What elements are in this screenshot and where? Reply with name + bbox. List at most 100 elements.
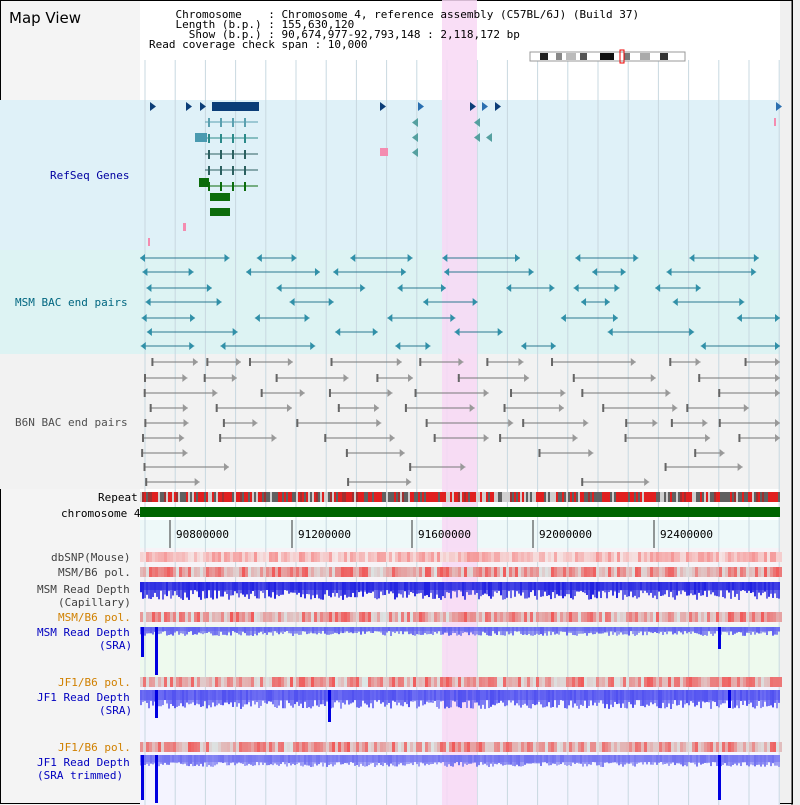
- track-label-refseq-genes[interactable]: RefSeq Genes: [50, 169, 130, 182]
- heat-cell: [488, 552, 491, 562]
- track-label-msm-bac[interactable]: MSM BAC end pairs: [15, 296, 128, 309]
- heat-cell: [299, 567, 302, 577]
- depth-bar: [694, 582, 696, 595]
- heat-cell: [500, 612, 503, 622]
- bac-end-arrow: [407, 254, 413, 262]
- heat-cell: [440, 612, 443, 622]
- bac-end-arrow: [705, 434, 711, 442]
- heat-cell: [536, 612, 539, 622]
- heat-cell: [725, 677, 728, 687]
- track-label-msm-b6-pol-2[interactable]: MSM/B6 pol.: [58, 611, 131, 624]
- heat-cell: [164, 742, 167, 752]
- heat-cell: [680, 742, 683, 752]
- heat-cell: [587, 552, 590, 562]
- repeat-block: [636, 492, 638, 502]
- depth-bar: [550, 690, 552, 708]
- heat-cell: [539, 677, 542, 687]
- track-label-msm-depth-sra[interactable]: MSM Read Depth: [37, 626, 130, 639]
- heat-cell: [776, 742, 779, 752]
- heat-cell: [257, 552, 260, 562]
- bac-end-arrow: [304, 314, 310, 322]
- depth-bar: [606, 582, 608, 599]
- heat-cell: [653, 612, 656, 622]
- heat-cell: [701, 677, 704, 687]
- track-label-jf1-depth-trimmed[interactable]: JF1 Read Depth: [37, 756, 130, 769]
- heat-cell: [692, 567, 695, 577]
- heat-cell: [428, 612, 431, 622]
- depth-bar: [462, 582, 464, 597]
- track-label-repeat[interactable]: Repeat: [98, 491, 138, 504]
- depth-bar: [176, 582, 178, 596]
- track-label-jf1-b6-pol[interactable]: JF1/B6 pol.: [58, 676, 131, 689]
- depth-bar: [508, 690, 510, 701]
- bac-end-tick: [409, 463, 412, 471]
- depth-bar: [642, 627, 644, 636]
- depth-bar: [712, 755, 714, 763]
- track-label-chromosome[interactable]: chromosome 4: [61, 507, 141, 520]
- heat-cell: [572, 677, 575, 687]
- depth-bar: [584, 690, 586, 701]
- depth-bar: [404, 582, 406, 592]
- depth-bar: [544, 627, 546, 634]
- heat-cell: [536, 742, 539, 752]
- depth-bar: [396, 690, 398, 706]
- heat-cell: [389, 567, 392, 577]
- depth-bar: [336, 755, 338, 763]
- depth-bar: [440, 582, 442, 600]
- heat-cell: [683, 552, 686, 562]
- heat-cell: [161, 742, 164, 752]
- repeat-block: [728, 492, 730, 502]
- depth-bar: [254, 582, 256, 597]
- depth-bar: [692, 690, 694, 703]
- depth-bar: [714, 582, 716, 596]
- depth-bar: [766, 627, 768, 636]
- depth-bar: [342, 582, 344, 600]
- heat-cell: [719, 742, 722, 752]
- track-label-msm-b6-pol[interactable]: MSM/B6 pol.: [58, 566, 131, 579]
- heat-cell: [473, 612, 476, 622]
- heat-cell: [494, 742, 497, 752]
- depth-bar: [354, 755, 356, 766]
- repeat-block: [714, 492, 716, 502]
- heat-cell: [503, 612, 506, 622]
- bac-end-arrow: [224, 254, 230, 262]
- depth-bar: [282, 582, 284, 595]
- heat-cell: [515, 552, 518, 562]
- depth-bar: [664, 690, 666, 709]
- bac-end-tick: [206, 358, 209, 366]
- depth-bar: [586, 582, 588, 596]
- repeat-block: [180, 492, 182, 502]
- heat-cell: [341, 567, 344, 577]
- depth-bar: [152, 582, 154, 598]
- depth-bar: [352, 755, 354, 763]
- depth-bar: [464, 627, 466, 633]
- track-label-b6n-bac[interactable]: B6N BAC end pairs: [15, 416, 128, 429]
- track-label-jf1-depth-sra[interactable]: JF1 Read Depth: [37, 691, 130, 704]
- depth-bar: [670, 690, 672, 709]
- track-label-msm-depth-capillary[interactable]: MSM Read Depth: [37, 583, 130, 596]
- depth-bar: [530, 755, 532, 764]
- depth-bar: [296, 582, 298, 595]
- heat-cell: [512, 742, 515, 752]
- depth-bar: [218, 755, 220, 763]
- bac-end-arrow: [145, 298, 151, 306]
- heat-cell: [671, 677, 674, 687]
- heat-cell: [251, 742, 254, 752]
- heat-cell: [317, 552, 320, 562]
- depth-bar: [280, 755, 282, 764]
- depth-bar: [274, 582, 276, 599]
- heat-cell: [341, 612, 344, 622]
- heat-cell: [542, 552, 545, 562]
- heat-cell: [287, 612, 290, 622]
- heat-cell: [710, 742, 713, 752]
- track-label-jf1-b6-pol-2[interactable]: JF1/B6 pol.: [58, 741, 131, 754]
- heat-cell: [326, 742, 329, 752]
- depth-bar: [258, 690, 260, 708]
- depth-bar: [352, 690, 354, 703]
- depth-bar: [628, 755, 630, 764]
- track-label-dbsnp[interactable]: dbSNP(Mouse): [51, 551, 131, 564]
- depth-bar: [174, 627, 176, 633]
- depth-bar: [208, 582, 210, 591]
- heat-cell: [422, 677, 425, 687]
- depth-bar: [776, 755, 778, 766]
